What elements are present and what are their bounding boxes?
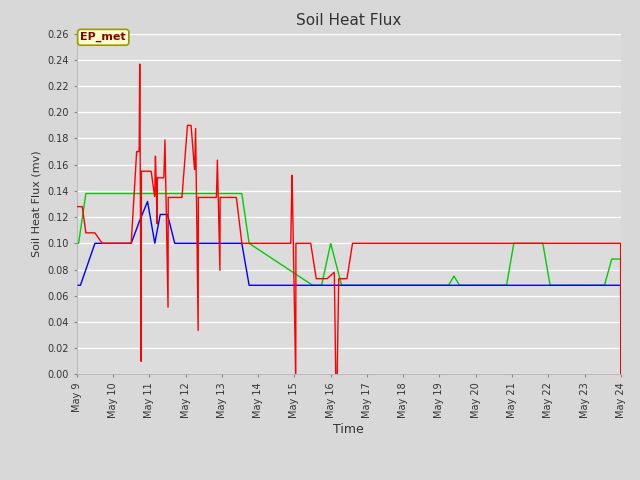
SHF2 [617, 372, 625, 377]
SHF3 [282, 264, 289, 270]
SHF3 [305, 280, 313, 286]
SHF1 [548, 240, 556, 246]
Text: EP_met: EP_met [81, 32, 126, 42]
SHF2 [168, 227, 175, 233]
SHF1 [136, 61, 143, 67]
SHF2 [73, 282, 81, 288]
SHF3 [82, 191, 90, 196]
SHF1 [73, 204, 81, 209]
SHF1 [168, 194, 175, 200]
SHF1 [305, 240, 313, 246]
SHF2 [135, 220, 143, 226]
Line: SHF1: SHF1 [77, 64, 621, 470]
SHF1 [135, 149, 143, 155]
SHF2 [607, 282, 614, 288]
Title: Soil Heat Flux: Soil Heat Flux [296, 13, 401, 28]
SHF3 [73, 240, 81, 246]
SHF3 [607, 262, 614, 267]
SHF2 [548, 282, 556, 288]
Line: SHF2: SHF2 [77, 202, 621, 374]
SHF1 [617, 372, 625, 377]
SHF1 [333, 467, 341, 473]
SHF3 [135, 191, 143, 196]
Line: SHF3: SHF3 [77, 193, 621, 374]
SHF2 [144, 199, 152, 204]
SHF3 [168, 191, 175, 196]
SHF3 [617, 372, 625, 377]
X-axis label: Time: Time [333, 423, 364, 436]
SHF1 [607, 240, 614, 246]
SHF2 [305, 282, 313, 288]
Y-axis label: Soil Heat Flux (mv): Soil Heat Flux (mv) [32, 151, 42, 257]
SHF2 [282, 282, 289, 288]
SHF1 [282, 240, 289, 246]
SHF3 [548, 282, 556, 288]
